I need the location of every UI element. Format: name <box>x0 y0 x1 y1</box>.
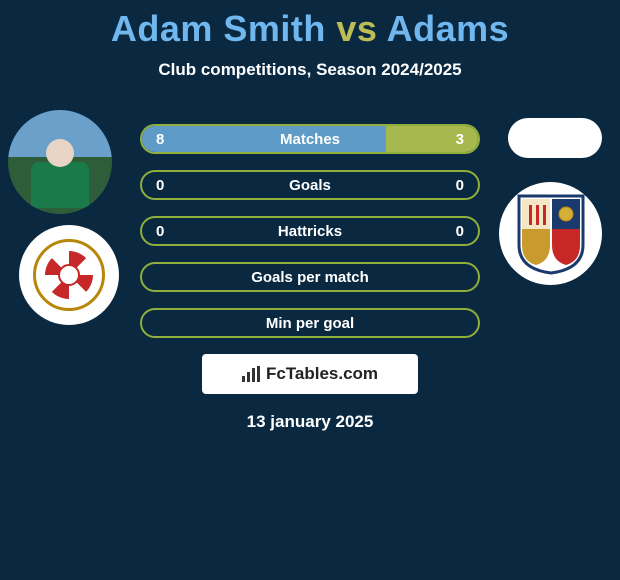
title-player2: Adams <box>387 8 510 49</box>
stat-row-min_per_goal: Min per goal <box>140 308 480 338</box>
badge-text: FcTables.com <box>266 364 378 384</box>
stat-value-right: 0 <box>456 223 478 240</box>
stat-label: Goals per match <box>156 269 464 286</box>
page-title: Adam Smith vs Adams <box>0 0 620 50</box>
stat-value-left: 8 <box>142 131 164 148</box>
stat-label: Min per goal <box>156 315 464 332</box>
date-label: 13 january 2025 <box>0 412 620 432</box>
stat-row-goals_per_match: Goals per match <box>140 262 480 292</box>
stat-label: Goals <box>164 177 455 194</box>
player2-avatar <box>508 118 602 158</box>
stats-bars: 8Matches30Goals00Hattricks0Goals per mat… <box>140 110 480 338</box>
stat-value-left: 0 <box>142 177 164 194</box>
player2-club-crest <box>499 182 602 285</box>
stat-value-left: 0 <box>142 223 164 240</box>
player1-avatar <box>8 110 112 214</box>
player1-club-crest <box>19 225 119 325</box>
fctables-badge: FcTables.com <box>202 354 418 394</box>
main-area: 8Matches30Goals00Hattricks0Goals per mat… <box>0 110 620 432</box>
club-crest-shield-icon <box>516 193 586 275</box>
stat-label: Hattricks <box>164 223 455 240</box>
stat-label: Matches <box>164 131 455 148</box>
title-player1: Adam Smith <box>111 8 326 49</box>
bar-chart-icon <box>242 366 260 382</box>
title-vs: vs <box>336 8 377 49</box>
stat-row-matches: 8Matches3 <box>140 124 480 154</box>
stat-value-right: 0 <box>456 177 478 194</box>
club-crest-wheel-icon <box>33 239 105 311</box>
stat-row-hattricks: 0Hattricks0 <box>140 216 480 246</box>
stat-value-right: 3 <box>456 131 478 148</box>
subtitle: Club competitions, Season 2024/2025 <box>0 60 620 80</box>
stat-row-goals: 0Goals0 <box>140 170 480 200</box>
